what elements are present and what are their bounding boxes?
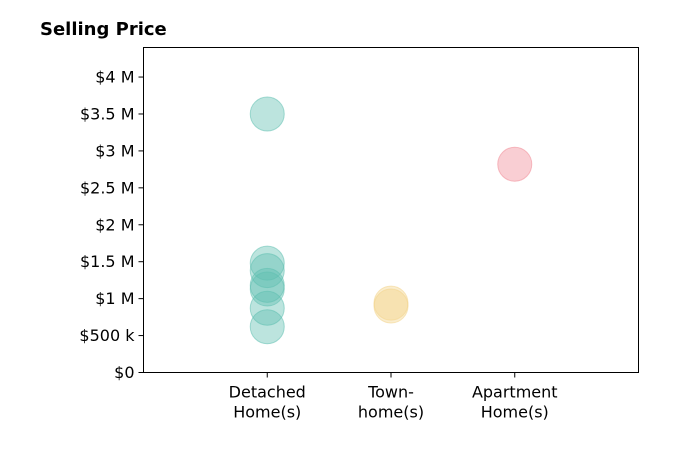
data-point [249, 290, 285, 326]
data-point [373, 288, 409, 324]
y-axis: $0 $500 k $1 M $1.5 M $2 M $2.5 M $3 M $3.5 M $4… [79, 68, 144, 382]
data-point [249, 96, 285, 132]
plot-area-frame [143, 47, 639, 373]
data-point [249, 253, 285, 289]
x-tick-label: Town-home(s) [358, 383, 424, 422]
y-tick-label: $500 k [79, 326, 135, 345]
y-tick-label: $3.5 M [80, 104, 135, 123]
data-point [249, 245, 285, 281]
chart-title: Selling Price [40, 19, 167, 40]
data-point [249, 271, 285, 307]
data-point [497, 146, 533, 182]
y-tick-label: $2.5 M [80, 178, 135, 197]
x-tick-label: Detached Home(s) [229, 383, 306, 422]
y-tick-label: $1.5 M [80, 252, 135, 271]
y-tick-label: $4 M [95, 68, 134, 87]
y-tick-label: $2 M [95, 215, 134, 234]
data-point [249, 309, 285, 345]
y-tick-label: $0 [114, 363, 134, 382]
y-tick-label: $3 M [95, 141, 134, 160]
x-tick-label: Apartment Home(s) [472, 383, 558, 422]
y-tick-label: $1 M [95, 289, 134, 308]
x-axis: Detached Home(s) Town-home(s) Apartment Home… [229, 372, 558, 422]
points-layer [249, 96, 533, 345]
